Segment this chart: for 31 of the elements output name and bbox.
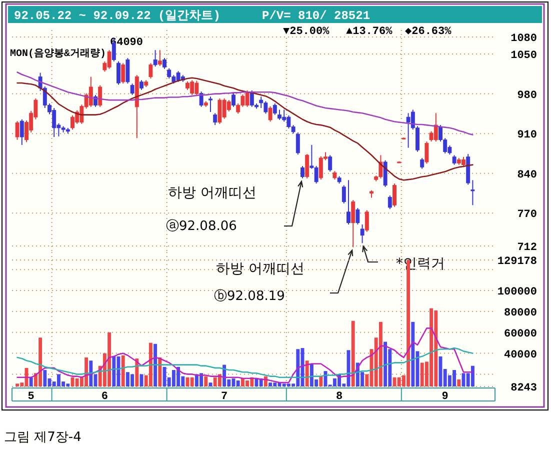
annotation: ▼25.00% [283,26,330,38]
annotation: MON(음양봉&거래량) [10,48,106,60]
x-tick-label: 6 [101,391,108,403]
annotation: ▲13.76% [346,26,393,38]
annotation: ⓑ92.08.19 [214,289,285,304]
x-tick-label: 8 [336,391,343,403]
annotation: ⓐ92.08.06 [166,219,237,234]
y-tick-label: 770 [517,209,537,222]
y-tick-label: 80000 [504,307,537,320]
annotation: ◆26.63% [405,26,452,38]
chart-title: 92.05.22 ~ 92.09.22 (일간차트) [14,9,220,23]
x-tick-label: 7 [220,391,228,403]
annotation: 하방 어깨띠선 [168,185,256,201]
x-tick-label: 5 [28,391,35,403]
y-tick-label: 40000 [504,349,537,362]
y-tick-label: 1080 [510,33,537,46]
line-series [16,328,474,384]
x-tick-label: 9 [442,391,448,403]
text: 그림 제7장-4 [4,430,82,445]
line-series [16,347,474,378]
y-tick-label: 60000 [504,328,537,340]
y-tick-label: 8243 [510,382,538,394]
y-tick-label: 980 [517,90,537,102]
annotation: 하방 어깨띠선 [216,261,304,277]
y-tick-label: 129178 [497,256,538,268]
y-tick-label: 840 [517,169,537,182]
y-tick-label: 100000 [497,286,537,299]
y-tick-label: 910 [517,130,537,142]
y-tick-label: 1050 [510,50,537,62]
y-tick-label: 712 [517,242,537,254]
chart-subtitle: P/V= 810/ 28521 [262,9,370,23]
